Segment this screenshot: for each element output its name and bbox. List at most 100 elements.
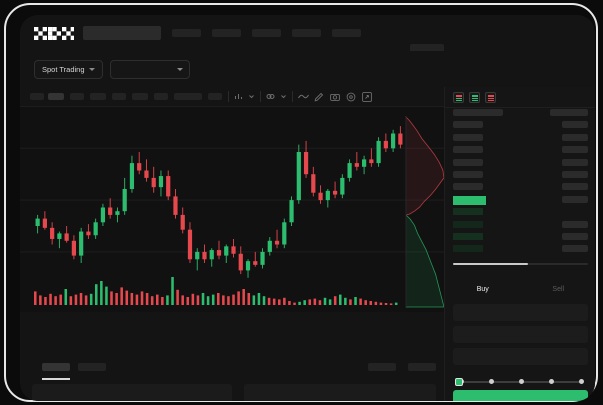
- timeframe-3[interactable]: [70, 93, 84, 100]
- indicators-icon[interactable]: [234, 92, 243, 101]
- orderbook-asks-icon[interactable]: [485, 92, 496, 103]
- order-book-amount-cell: [562, 195, 588, 203]
- order-book-amount-cell: [562, 121, 588, 129]
- order-book-price-cell: [453, 146, 483, 154]
- nav-item-6[interactable]: [410, 44, 444, 52]
- order-book-row[interactable]: [445, 245, 595, 253]
- chevron-down-icon: [88, 68, 95, 71]
- nav-item-5[interactable]: [332, 29, 361, 37]
- order-book-row[interactable]: [445, 233, 595, 241]
- order-book-amount-cell: [562, 133, 588, 141]
- submit-order-button[interactable]: [453, 390, 588, 401]
- orders-panel-right[interactable]: [244, 384, 436, 401]
- tab-buy[interactable]: Buy: [445, 280, 521, 298]
- timeframe-1[interactable]: [30, 93, 44, 100]
- slider-node-100[interactable]: [579, 379, 584, 384]
- chart-toolbar: [20, 87, 444, 107]
- trading-app-window: Spot Trading: [20, 15, 595, 401]
- order-book-price-cell: [453, 233, 483, 240]
- order-book-amount-cell: [562, 220, 588, 228]
- price-chart[interactable]: [20, 107, 444, 312]
- depth-chart-overlay: [405, 115, 444, 308]
- volume-series: [34, 277, 398, 305]
- nav-item-1[interactable]: [172, 29, 201, 37]
- chevron-down-icon[interactable]: [280, 92, 287, 101]
- tab-sell-label: Sell: [552, 285, 565, 293]
- order-book-price-cell: [453, 109, 503, 116]
- timeframe-7[interactable]: [154, 93, 168, 100]
- order-book-row[interactable]: [445, 158, 595, 167]
- orders-action-2[interactable]: [408, 363, 436, 371]
- tab-buy-label: Buy: [476, 285, 489, 293]
- camera-icon[interactable]: [330, 92, 340, 102]
- order-book-price-cell: [453, 220, 483, 228]
- tab-order-history[interactable]: [78, 363, 106, 371]
- order-book-amount-cell: [562, 158, 588, 166]
- order-book-row[interactable]: [445, 109, 595, 117]
- slider-node-50[interactable]: [519, 379, 524, 384]
- timeframe-5[interactable]: [112, 93, 126, 100]
- okx-logo[interactable]: [34, 27, 74, 40]
- slider-node-25[interactable]: [489, 379, 494, 384]
- timeframe-9[interactable]: [208, 93, 222, 100]
- tab-open-orders[interactable]: [42, 363, 70, 371]
- order-book-last-price-row[interactable]: [445, 195, 595, 205]
- percent-slider[interactable]: [455, 378, 586, 386]
- order-book-price-cell: [453, 171, 483, 178]
- trade-form-panel: Buy Sell: [444, 280, 595, 401]
- timeframe-8[interactable]: [174, 93, 202, 100]
- order-book-price-cell: [453, 133, 483, 141]
- order-book-rows[interactable]: [445, 109, 595, 259]
- buy-sell-tabs: Buy Sell: [445, 280, 595, 298]
- order-book-price-cell: [453, 121, 483, 129]
- top-navigation-bar: [20, 15, 595, 52]
- timeframe-4[interactable]: [90, 93, 106, 100]
- candlestick-series: [20, 126, 444, 278]
- order-book-amount-cell: [562, 245, 588, 253]
- order-amount-field[interactable]: [453, 326, 588, 343]
- order-book-row[interactable]: [445, 171, 595, 179]
- fullscreen-icon[interactable]: [362, 92, 372, 102]
- trading-pair-select[interactable]: [110, 60, 190, 79]
- orders-action-1[interactable]: [368, 363, 396, 371]
- draw-pencil-icon[interactable]: [314, 92, 324, 102]
- orders-panel-left[interactable]: [32, 384, 232, 401]
- order-book-price-cell: [453, 245, 483, 253]
- settings-icon[interactable]: [346, 92, 356, 102]
- nav-item-4[interactable]: [292, 29, 321, 37]
- order-book-price-cell: [453, 195, 486, 205]
- active-tab-underline: [42, 378, 70, 380]
- order-book-amount-cell: [562, 183, 588, 191]
- spot-trading-selector[interactable]: Spot Trading: [34, 60, 103, 79]
- order-total-field[interactable]: [453, 348, 588, 365]
- spot-trading-label: Spot Trading: [42, 64, 85, 74]
- chevron-down-icon: [177, 68, 183, 71]
- order-price-field[interactable]: [453, 304, 588, 321]
- nav-item-3[interactable]: [252, 29, 281, 37]
- order-book-mode-group: [453, 92, 496, 103]
- order-book-row[interactable]: [445, 146, 595, 154]
- tab-sell[interactable]: Sell: [521, 280, 596, 298]
- nav-item-2[interactable]: [212, 29, 241, 37]
- timeframe-6[interactable]: [132, 93, 148, 100]
- device-bezel: Spot Trading: [4, 3, 598, 402]
- orderbook-mixed-icon[interactable]: [453, 92, 464, 103]
- order-book-row[interactable]: [445, 220, 595, 229]
- orderbook-scrollbar-thumb[interactable]: [453, 263, 528, 265]
- order-book-price-cell: [453, 158, 483, 166]
- order-book-row[interactable]: [445, 208, 595, 216]
- timeframe-2-active[interactable]: [48, 93, 64, 100]
- order-book-row[interactable]: [445, 183, 595, 191]
- chevron-down-icon[interactable]: [248, 92, 255, 101]
- compare-icon[interactable]: [266, 92, 275, 101]
- order-book-row[interactable]: [445, 121, 595, 129]
- order-book-row[interactable]: [445, 133, 595, 142]
- order-book-price-cell: [453, 208, 483, 216]
- search-input[interactable]: [83, 26, 161, 40]
- line-style-icon[interactable]: [298, 92, 309, 101]
- orderbook-bids-icon[interactable]: [469, 92, 480, 103]
- order-book-amount-cell: [562, 233, 588, 240]
- orders-tabs-bar: [20, 355, 444, 380]
- slider-handle[interactable]: [455, 378, 463, 386]
- slider-node-75[interactable]: [549, 379, 554, 384]
